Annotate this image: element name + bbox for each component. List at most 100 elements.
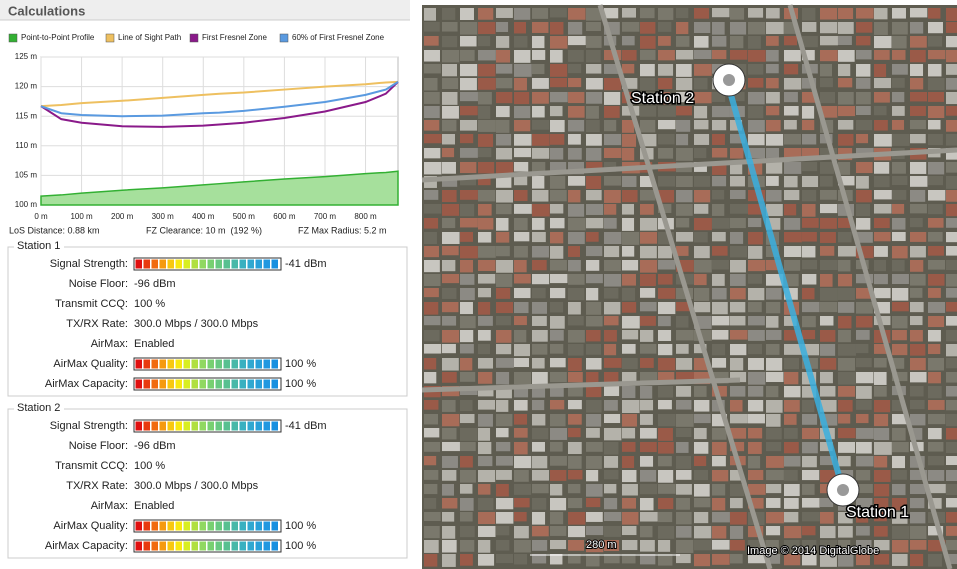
meter-segment [215,379,222,389]
meter-segment [151,259,158,269]
map-block [568,470,583,480]
map-block [532,120,550,130]
meter-segment [135,421,142,431]
map-block [460,148,478,158]
station-box [7,246,408,397]
map-block [712,288,727,300]
map-block [640,106,657,117]
map-block [730,120,743,131]
map-block [496,512,514,524]
map-block [802,484,815,495]
meter-segment [207,359,214,369]
map-block [658,288,676,299]
map-block [514,22,527,34]
map-block [640,358,654,368]
map-block [748,316,765,326]
map-block [478,106,491,119]
map-block [532,232,546,243]
row-value: -96 dBm [134,440,176,452]
map-block [784,162,802,174]
map-block [712,246,728,256]
map-block [622,526,637,536]
map-block [910,204,927,214]
map-block [460,218,478,228]
map-block [658,442,674,454]
map-label: Station 1 [846,504,909,521]
row-label: Signal Strength: [50,420,128,432]
map-block [820,176,833,187]
map-block [802,288,815,300]
map-block [604,428,622,441]
map-block [442,218,456,229]
map-block [496,190,513,203]
map-block [478,442,492,455]
map-block [460,78,477,91]
map-block [658,428,673,441]
map-block [586,316,603,327]
map-block [766,358,783,371]
map-block [424,162,442,175]
map-block [460,288,475,301]
map-block [622,218,635,231]
map-block [532,22,549,33]
map-block [766,400,783,413]
meter-segment [183,359,190,369]
map-block [550,190,567,202]
map-block [550,470,567,481]
map-block [946,358,957,369]
map-block [640,232,658,244]
map-block [604,288,619,299]
map-block [928,64,942,77]
map-block [802,22,817,32]
map-block [604,484,617,494]
map-road [421,147,957,183]
meter-segment [167,521,174,531]
map-block [928,554,942,567]
map-block [532,274,550,285]
map-block [712,92,726,102]
map-block [604,64,619,74]
map-block [820,526,836,539]
map-block [946,246,957,256]
map-block [838,134,854,146]
map-block [640,414,653,425]
row-value: 300.0 Mbps / 300.0 Mbps [134,480,259,492]
map-block [748,428,763,439]
map-block [748,386,764,397]
map-block [478,232,492,243]
map-block [694,554,711,567]
map-block [712,484,726,496]
map-block [946,498,957,508]
map-block [640,50,656,60]
map-block [784,204,797,216]
map-block [496,260,514,273]
map-block [766,36,779,46]
map-block [424,484,438,495]
map-block [802,442,818,454]
map-block [802,554,817,566]
row-value: 100 % [285,540,316,552]
map-block [640,540,655,552]
map-block [640,498,654,511]
map-block [946,36,957,48]
map-block [658,120,676,130]
row-label: AirMax Capacity: [45,540,128,552]
map-block [748,232,763,245]
map-block [442,176,458,187]
map-block [550,428,568,440]
map-block [550,204,564,214]
map-block [550,50,563,63]
map-block [622,274,636,286]
map-block [532,288,546,299]
map-block [424,22,440,32]
map-block [856,22,873,33]
meter-segment [247,259,254,269]
map-block [784,526,802,539]
map-block [910,344,926,356]
map-block [460,50,475,61]
map-block [586,470,599,482]
map-block [424,400,439,410]
map-block [694,470,709,481]
legend-label: Line of Sight Path [118,33,181,42]
map-block [838,316,852,329]
